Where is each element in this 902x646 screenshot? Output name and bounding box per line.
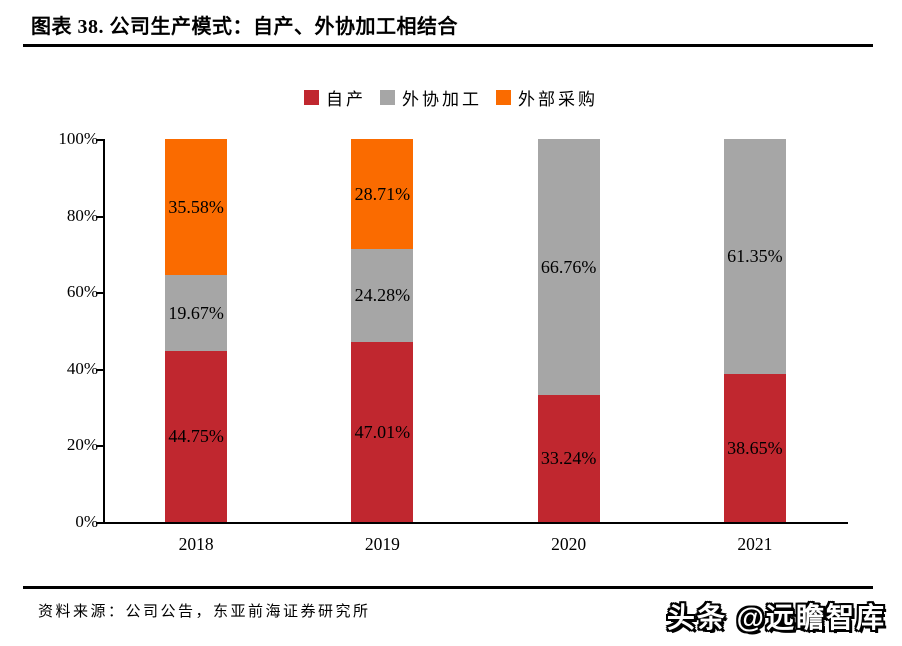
bar-segment-label: 33.24%	[540, 448, 597, 469]
legend-swatch	[496, 90, 511, 105]
legend-label: 外部采购	[518, 90, 598, 109]
y-axis-tick	[96, 139, 103, 141]
bar-segment	[351, 248, 414, 342]
y-axis-tick	[96, 445, 103, 448]
legend-item: 自产	[304, 85, 366, 110]
bar-segment	[723, 373, 786, 522]
y-axis-tick	[96, 292, 103, 295]
y-axis-tick-label: 100%	[58, 129, 98, 148]
legend-swatch	[380, 90, 395, 105]
legend-item: 外协加工	[380, 85, 482, 110]
bar-segment	[165, 139, 228, 276]
bar-segment-label: 38.65%	[727, 437, 783, 458]
y-axis-tick-label: 20%	[66, 435, 98, 455]
bar-segment	[351, 341, 414, 522]
x-axis-label: 2019	[364, 534, 400, 554]
bar-segment	[537, 394, 600, 522]
legend-item: 外部采购	[496, 85, 598, 110]
x-axis-label: 2021	[737, 534, 773, 554]
bar-segment-label: 66.76%	[540, 256, 597, 277]
y-axis-tick-label: 60%	[66, 282, 98, 302]
bar-segment-label: 35.58%	[168, 197, 224, 218]
source-note: 资料来源：公司公告，东亚前海证券研究所	[38, 604, 371, 620]
bar-segment-label: 28.71%	[354, 183, 411, 204]
bar-segment-label: 47.01%	[354, 421, 411, 442]
bar-segment-label: 61.35%	[727, 246, 783, 267]
legend-swatch	[304, 90, 319, 105]
bar-segment	[165, 350, 228, 522]
y-axis-tick-label: 80%	[66, 205, 98, 225]
toutiao-watermark: 头条 @远瞻智库	[666, 602, 886, 633]
bar-segment	[723, 139, 786, 374]
bar-segment	[351, 139, 414, 249]
y-axis-tick-label: 0%	[75, 512, 98, 531]
y-axis-tick	[96, 215, 103, 218]
y-axis-line	[103, 139, 105, 524]
x-axis-label: 2018	[178, 534, 214, 554]
chart-legend: 自产 外协加工 外部采购	[0, 85, 902, 110]
title-divider	[23, 44, 873, 47]
bar-segment	[165, 275, 228, 351]
bar-segment-label: 19.67%	[168, 302, 224, 323]
footer-divider	[23, 586, 873, 589]
bar-segment	[537, 139, 600, 395]
legend-label: 外协加工	[402, 90, 482, 109]
y-axis-tick	[96, 368, 103, 371]
bar-segment-label: 44.75%	[168, 426, 224, 447]
x-axis-label: 2020	[551, 534, 587, 554]
legend-label: 自产	[326, 90, 366, 109]
figure-title: 图表 38. 公司生产模式：自产、外协加工相结合	[31, 16, 458, 38]
bar-segment-label: 24.28%	[354, 285, 411, 306]
y-axis-tick-label: 40%	[66, 358, 98, 378]
x-axis-line	[96, 522, 848, 524]
